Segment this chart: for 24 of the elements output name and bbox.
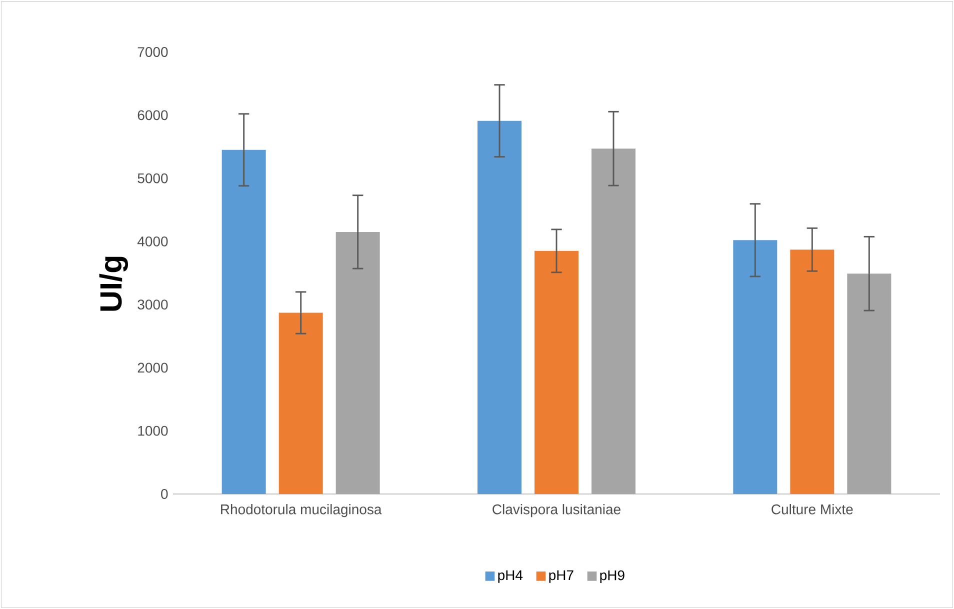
bar xyxy=(790,250,834,494)
bar xyxy=(534,250,578,494)
y-tick-label: 5000 xyxy=(138,173,168,184)
bar xyxy=(222,150,266,494)
y-tick-label: 0 xyxy=(161,489,168,499)
bar xyxy=(478,120,522,494)
legend-label: pH4 xyxy=(498,570,523,583)
legend-label: pH9 xyxy=(600,570,624,583)
y-tick-label: 3000 xyxy=(138,300,168,310)
y-tick-label: 4000 xyxy=(137,236,168,246)
bar xyxy=(592,148,636,494)
x-tick-label: Culture Mixte xyxy=(772,504,853,514)
y-tick-label: 7000 xyxy=(138,47,168,57)
bar xyxy=(336,232,380,494)
bar xyxy=(278,312,323,494)
y-tick-label: 1000 xyxy=(138,426,168,436)
bar xyxy=(847,274,892,494)
y-tick-label: 6000 xyxy=(138,110,168,120)
x-tick-label: Rhodotorula mucilaginosa xyxy=(221,504,382,518)
legend-label: pH7 xyxy=(549,570,574,583)
y-tick-label: 2000 xyxy=(138,362,168,373)
x-tick-label: Clavispora lusitaniae xyxy=(492,504,620,518)
bar xyxy=(733,240,778,494)
y-axis-title: UI/g xyxy=(99,256,128,311)
